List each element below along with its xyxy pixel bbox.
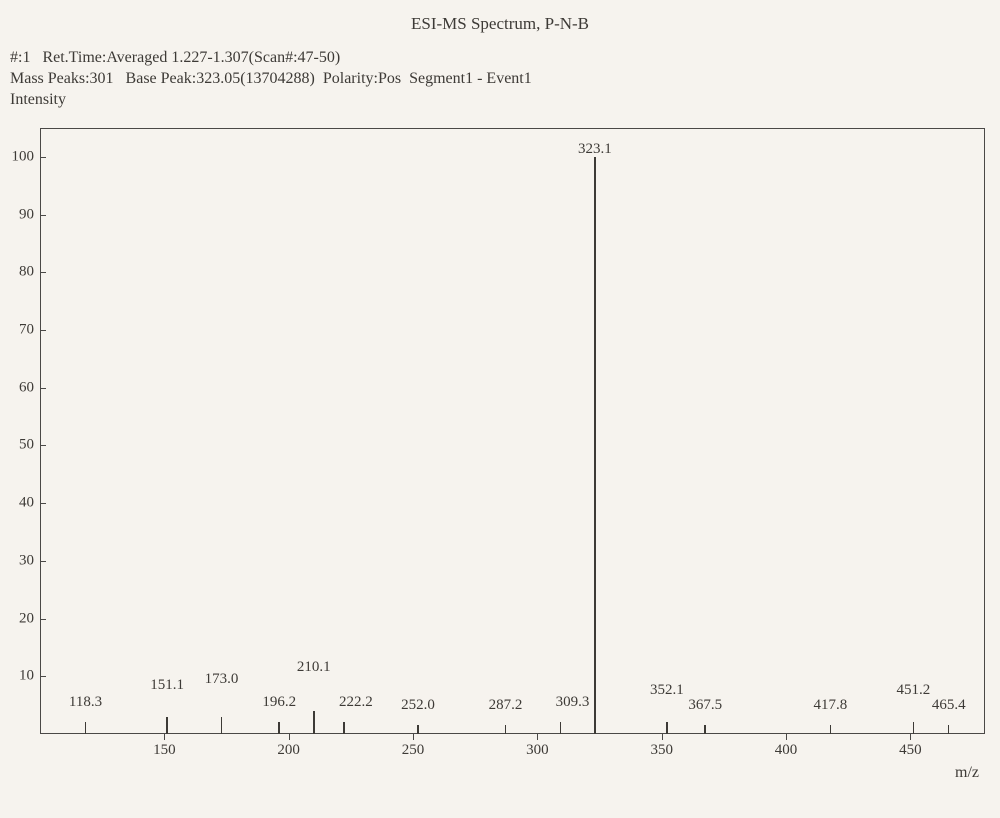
x-tick-mark <box>910 734 911 740</box>
spectrum-peak <box>166 717 168 734</box>
y-tick-label: 30 <box>4 552 34 569</box>
y-tick-label: 50 <box>4 437 34 454</box>
chart-metadata: #:1 Ret.Time:Averaged 1.227-1.307(Scan#:… <box>10 48 532 110</box>
spectrum-peak <box>85 722 87 734</box>
y-tick-mark <box>40 330 46 331</box>
y-tick-label: 70 <box>4 322 34 339</box>
peak-label: 222.2 <box>339 694 373 711</box>
peak-label: 287.2 <box>489 697 523 714</box>
y-tick-label: 100 <box>4 148 34 165</box>
spectrum-peak <box>313 711 315 734</box>
peak-label: 323.1 <box>578 141 612 158</box>
x-tick-mark <box>164 734 165 740</box>
spectrum-peak <box>704 725 706 734</box>
x-tick-mark <box>662 734 663 740</box>
peak-label: 151.1 <box>150 677 184 694</box>
spectrum-peak <box>830 725 832 734</box>
spectrum-peak <box>913 722 915 734</box>
x-axis-label: m/z <box>955 764 979 782</box>
y-tick-label: 10 <box>4 668 34 685</box>
y-tick-mark <box>40 619 46 620</box>
x-tick-label: 300 <box>526 742 549 759</box>
peak-label: 352.1 <box>650 682 684 699</box>
y-tick-label: 40 <box>4 495 34 512</box>
x-tick-mark <box>537 734 538 740</box>
y-tick-label: 80 <box>4 264 34 281</box>
y-tick-label: 20 <box>4 610 34 627</box>
y-tick-label: 90 <box>4 206 34 223</box>
spectrum-peak <box>594 157 596 734</box>
peak-label: 118.3 <box>69 694 102 711</box>
y-tick-label: 60 <box>4 379 34 396</box>
y-tick-mark <box>40 388 46 389</box>
peak-label: 451.2 <box>897 682 931 699</box>
y-tick-mark <box>40 215 46 216</box>
x-tick-mark <box>786 734 787 740</box>
x-tick-label: 450 <box>899 742 922 759</box>
x-tick-label: 150 <box>153 742 176 759</box>
x-tick-mark <box>289 734 290 740</box>
x-tick-label: 400 <box>775 742 798 759</box>
meta-line-2: Mass Peaks:301 Base Peak:323.05(13704288… <box>10 69 532 90</box>
peak-label: 196.2 <box>262 694 296 711</box>
y-tick-mark <box>40 561 46 562</box>
spectrum-peak <box>560 722 562 734</box>
y-tick-mark <box>40 157 46 158</box>
x-tick-mark <box>413 734 414 740</box>
peak-label: 173.0 <box>205 671 239 688</box>
peak-label: 417.8 <box>813 697 847 714</box>
x-tick-label: 200 <box>277 742 300 759</box>
spectrum-peak <box>221 717 223 734</box>
spectrum-peak <box>343 722 345 734</box>
meta-line-1: #:1 Ret.Time:Averaged 1.227-1.307(Scan#:… <box>10 48 532 69</box>
spectrum-peak <box>666 722 668 734</box>
plot-area <box>40 128 985 734</box>
x-tick-label: 350 <box>650 742 673 759</box>
spectrum-peak <box>948 725 950 734</box>
y-tick-mark <box>40 503 46 504</box>
peak-label: 309.3 <box>556 694 590 711</box>
peak-label: 367.5 <box>688 697 722 714</box>
peak-label: 252.0 <box>401 697 435 714</box>
spectrum-peak <box>505 725 507 734</box>
spectrum-peak <box>417 725 419 734</box>
y-tick-mark <box>40 676 46 677</box>
peak-label: 465.4 <box>932 697 966 714</box>
chart-title: ESI-MS Spectrum, P-N-B <box>0 14 1000 34</box>
x-tick-label: 250 <box>402 742 425 759</box>
spectrum-peak <box>278 722 280 734</box>
meta-line-3: Intensity <box>10 90 532 111</box>
y-tick-mark <box>40 272 46 273</box>
peak-label: 210.1 <box>297 659 331 676</box>
y-tick-mark <box>40 445 46 446</box>
